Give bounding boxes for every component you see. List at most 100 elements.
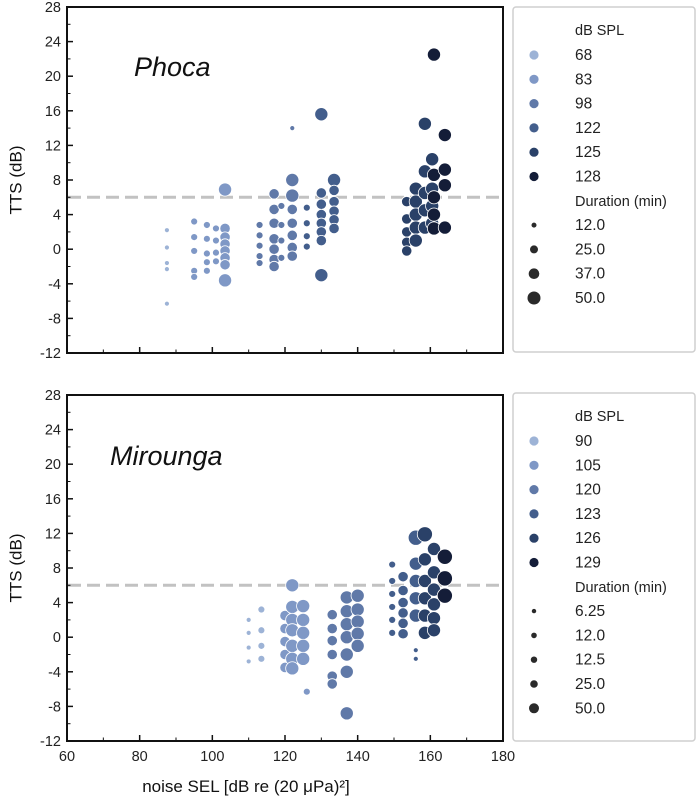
legend-label-spl: 90 — [575, 433, 593, 450]
y-tick-label: 8 — [53, 561, 61, 577]
data-point-spl-90 — [245, 617, 252, 623]
y-axis: 28 24 20 16 12 8 4 0 -4 -8 -12 — [40, 388, 73, 750]
y-tick-label: 20 — [45, 69, 61, 85]
legend-spl-title: dB SPL — [575, 23, 624, 39]
data-point-spl-120 — [326, 622, 338, 635]
legend-marker-spl-105 — [529, 460, 539, 470]
data-point-spl-128 — [437, 128, 452, 143]
data-point-spl-83 — [190, 233, 199, 241]
data-point-spl-123 — [388, 560, 397, 569]
data-point-spl-83 — [202, 258, 211, 267]
phoca-data-points — [164, 47, 452, 307]
x-tick-label: 80 — [132, 749, 148, 765]
y-axis-label: TTS (dB) — [6, 534, 25, 603]
legend-marker-duration — [528, 268, 540, 280]
data-point-spl-105 — [285, 578, 300, 593]
data-point-spl-123 — [397, 607, 409, 619]
legend-marker-duration — [531, 632, 537, 639]
y-tick-label: 0 — [53, 630, 61, 646]
data-point-spl-120 — [350, 626, 365, 641]
data-point-spl-90 — [257, 641, 266, 650]
x-tick-label: 180 — [491, 749, 515, 765]
data-point-spl-126 — [426, 623, 441, 638]
data-point-spl-123 — [397, 596, 409, 609]
data-point-spl-83 — [218, 182, 233, 197]
data-point-spl-98 — [286, 250, 298, 262]
mirounga-data-points — [245, 526, 453, 721]
data-point-spl-83 — [202, 266, 211, 275]
data-point-spl-122 — [314, 107, 329, 122]
data-point-spl-105 — [296, 638, 311, 653]
data-point-spl-83 — [202, 249, 211, 258]
data-point-spl-126 — [426, 541, 441, 556]
data-point-spl-122 — [314, 268, 329, 283]
data-point-spl-120 — [326, 609, 338, 621]
data-point-spl-120 — [326, 635, 338, 647]
data-point-spl-129 — [436, 587, 453, 604]
data-point-spl-129 — [436, 548, 453, 565]
legend-marker-spl-125 — [529, 147, 539, 157]
x-tick-label: 160 — [418, 749, 442, 765]
data-point-spl-120 — [350, 602, 365, 617]
x-axis-label: noise SEL [dB re (20 μPa)²] — [142, 777, 350, 796]
legend-marker-duration — [530, 656, 538, 663]
y-tick-label: 24 — [45, 35, 61, 51]
data-point-spl-123 — [388, 628, 397, 637]
y-tick-label: 24 — [45, 423, 61, 439]
data-point-spl-122 — [327, 172, 342, 187]
legend-duration-title: Duration (min) — [575, 194, 667, 210]
data-point-spl-122 — [302, 219, 311, 228]
legend-marker-duration — [530, 245, 538, 254]
y-tick-label: 28 — [45, 388, 61, 404]
y-tick-label: 4 — [53, 208, 61, 224]
data-point-spl-123 — [397, 584, 409, 597]
data-point-spl-68 — [164, 244, 170, 251]
data-point-spl-98 — [255, 241, 264, 250]
data-point-spl-90 — [245, 644, 252, 651]
data-point-spl-98 — [285, 172, 300, 187]
data-point-spl-123 — [388, 603, 397, 611]
data-point-spl-120 — [350, 614, 365, 629]
x-tick-label: 60 — [59, 749, 75, 765]
data-point-spl-98 — [277, 236, 286, 245]
y-tick-label: 8 — [53, 173, 61, 189]
y-tick-label: -8 — [48, 699, 61, 715]
x-axis: 60 80 100 120 140 160 180 — [59, 735, 515, 765]
legend-marker-spl-83 — [529, 74, 539, 84]
x-tick-label: 120 — [273, 749, 297, 765]
y-tick-label: 12 — [45, 526, 61, 542]
y-tick-label: 0 — [53, 242, 61, 258]
data-point-spl-123 — [412, 655, 419, 662]
legend-marker-duration — [529, 703, 539, 714]
legend-label-duration: 25.0 — [575, 676, 606, 693]
legend-marker-spl-120 — [529, 485, 539, 495]
data-point-spl-98 — [286, 217, 298, 229]
data-point-spl-125 — [408, 233, 423, 248]
legend-marker-duration — [531, 222, 537, 228]
data-point-spl-98 — [268, 188, 280, 200]
legend-marker-spl-90 — [529, 436, 539, 446]
species-label: Mirounga — [110, 441, 223, 471]
data-point-spl-122 — [302, 203, 311, 212]
legend-label-spl: 123 — [575, 506, 601, 523]
legend-label-duration: 12.0 — [575, 217, 606, 234]
data-point-spl-120 — [326, 648, 338, 661]
data-point-spl-128 — [437, 220, 452, 235]
y-tick-label: 20 — [45, 457, 61, 473]
data-point-spl-68 — [164, 260, 170, 266]
data-point-spl-122 — [328, 222, 340, 235]
legend-label-spl: 125 — [575, 144, 601, 161]
legend-label-duration: 12.0 — [575, 627, 606, 644]
y-tick-label: -4 — [48, 665, 61, 681]
data-point-spl-126 — [426, 611, 441, 626]
data-point-spl-105 — [296, 625, 311, 640]
mirounga-panel: 28 24 20 16 12 8 4 0 -4 -8 -12 60 80 100 120 140 160 180… — [6, 388, 515, 796]
data-point-spl-83 — [190, 272, 199, 281]
legend-label-spl: 120 — [575, 482, 601, 499]
legend-label-duration: 50.0 — [575, 700, 606, 717]
data-point-spl-120 — [339, 647, 354, 662]
data-point-spl-128 — [426, 190, 441, 205]
data-point-spl-128 — [426, 207, 441, 222]
y-tick-label: 28 — [45, 0, 61, 16]
